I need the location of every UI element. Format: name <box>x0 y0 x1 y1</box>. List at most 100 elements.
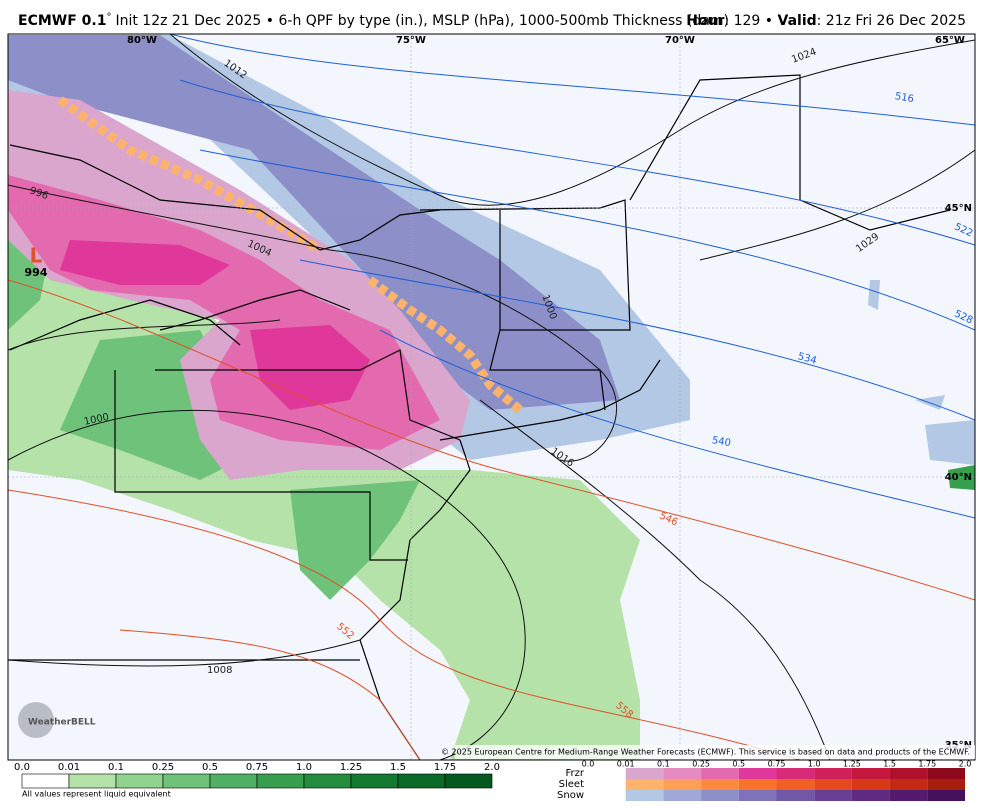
legend-swatch <box>588 768 626 779</box>
legend-swatch <box>303 773 352 789</box>
legend-swatch <box>625 790 664 801</box>
legend-swatch <box>701 779 739 790</box>
legend-swatch <box>814 768 852 779</box>
legend-swatch <box>851 768 890 779</box>
legend-type: Frzr <box>566 768 585 779</box>
legend-tick-label: 1.25 <box>843 760 861 769</box>
mix-core <box>60 240 370 410</box>
legend-swatch <box>21 773 70 789</box>
logo: WeatherBELL <box>28 718 96 728</box>
legend-tick-label: 0.75 <box>768 760 786 769</box>
valid-value: : 21z Fri 26 Dec 2025 <box>817 13 966 29</box>
legend-tick-label: 2.0 <box>959 760 972 769</box>
isobars <box>8 34 975 760</box>
legend-swatch <box>927 790 965 801</box>
legend-swatch <box>663 768 702 779</box>
low-symbol: L <box>30 244 43 268</box>
legend-swatch <box>738 779 777 790</box>
legend-swatch <box>738 768 777 779</box>
snow-moderate <box>8 35 620 410</box>
legend-swatch <box>927 768 965 779</box>
legend-tick-label: 1.25 <box>340 762 362 773</box>
legend-tick-label: 1.5 <box>883 760 896 769</box>
legend-swatch <box>851 779 890 790</box>
legend-swatch <box>701 790 739 801</box>
rain-dark <box>948 465 975 490</box>
legend-swatch <box>889 768 928 779</box>
legend-tick-label: 1.0 <box>808 760 821 769</box>
legend-note: All values represent liquid equivalent <box>22 790 171 799</box>
legend-swatch <box>701 768 739 779</box>
isobar-label: 1008 <box>207 665 232 676</box>
low-pressure: 994 <box>25 266 48 279</box>
legend-swatch <box>68 773 117 789</box>
legend-tick-label: 1.75 <box>434 762 456 773</box>
lon-label: 65°W <box>935 35 965 46</box>
lon-label: 80°W <box>127 35 157 46</box>
legend-swatch <box>776 790 815 801</box>
legend-tick-label: 0.01 <box>58 762 80 773</box>
lon-label: 75°W <box>396 35 426 46</box>
legend-swatch <box>738 790 777 801</box>
legend-tick-label: 0.25 <box>152 762 174 773</box>
legend-swatch <box>776 779 815 790</box>
sleet-band <box>57 96 523 414</box>
legend-swatch <box>588 790 626 801</box>
legend-type: Sleet <box>559 779 584 790</box>
hour-label: Hour <box>686 13 724 29</box>
legend-swatch <box>814 790 852 801</box>
legend-type: Snow <box>557 790 584 801</box>
legend-swatch <box>162 773 211 789</box>
legend-swatch <box>397 773 446 789</box>
thickness-lines <box>8 34 975 760</box>
model-name: ECMWF 0.1 <box>18 13 106 29</box>
legend-swatch <box>588 779 626 790</box>
degree: ° <box>106 12 111 23</box>
lat-label: 40°N <box>945 472 972 483</box>
legend-swatch <box>350 773 399 789</box>
legend-swatch <box>851 790 890 801</box>
legend-tick-label: 0.0 <box>582 760 595 769</box>
legend-tick-label: 1.75 <box>918 760 936 769</box>
legend-swatch <box>444 773 493 789</box>
description: Init 12z 21 Dec 2025 • 6-h QPF by type (… <box>115 13 728 29</box>
credit-bg <box>455 745 975 759</box>
borders <box>8 74 951 760</box>
legend-tick-label: 0.5 <box>202 762 218 773</box>
lat-label: 45°N <box>945 203 972 214</box>
legend-swatch <box>625 768 664 779</box>
legend-tick-label: 0.5 <box>732 760 745 769</box>
legend-tick-label: 0.25 <box>692 760 710 769</box>
legend-tick-label: 0.75 <box>246 762 268 773</box>
credit: © 2025 European Centre for Medium-Range … <box>441 748 970 757</box>
map-frame <box>7 33 976 761</box>
legend-tick-label: 0.0 <box>14 762 30 773</box>
legend-tick-label: 0.1 <box>108 762 124 773</box>
lon-label: 70°W <box>665 35 695 46</box>
legend-swatch <box>663 779 702 790</box>
thickness-label: 516 <box>894 91 915 105</box>
legend-swatch <box>889 790 928 801</box>
legend-tick-label: 0.1 <box>657 760 670 769</box>
thickness-label: 540 <box>711 435 732 449</box>
map <box>8 34 975 760</box>
legend-swatch <box>625 779 664 790</box>
legend-tick-label: 0.01 <box>617 760 635 769</box>
hour-value: : 129 • <box>724 13 777 29</box>
legend-swatch <box>814 779 852 790</box>
legend-tick-label: 2.0 <box>484 762 500 773</box>
legend-tick-label: 1.5 <box>390 762 406 773</box>
header-valid: Hour: 129 • Valid: 21z Fri 26 Dec 2025 <box>686 13 966 29</box>
legend-swatch <box>927 779 965 790</box>
rain-legend: 0.0 0.01 0.1 0.25 0.5 0.75 1.0 1.25 1.5 1.75 2.0 <box>14 762 500 789</box>
logo-globe <box>18 702 54 738</box>
legend-swatch <box>115 773 164 789</box>
legend-swatch <box>209 773 258 789</box>
legend-swatch <box>776 768 815 779</box>
header-title: ECMWF 0.1° Init 12z 21 Dec 2025 • 6-h QPF… <box>18 12 729 29</box>
mix-legend: 0.0 0.01 0.1 0.25 0.5 0.75 1.0 1.25 1.5 1.75 2.0 <box>582 760 972 801</box>
isobar-label: 1000 <box>83 412 110 428</box>
legend-swatch <box>663 790 702 801</box>
valid-label: Valid <box>778 13 817 29</box>
